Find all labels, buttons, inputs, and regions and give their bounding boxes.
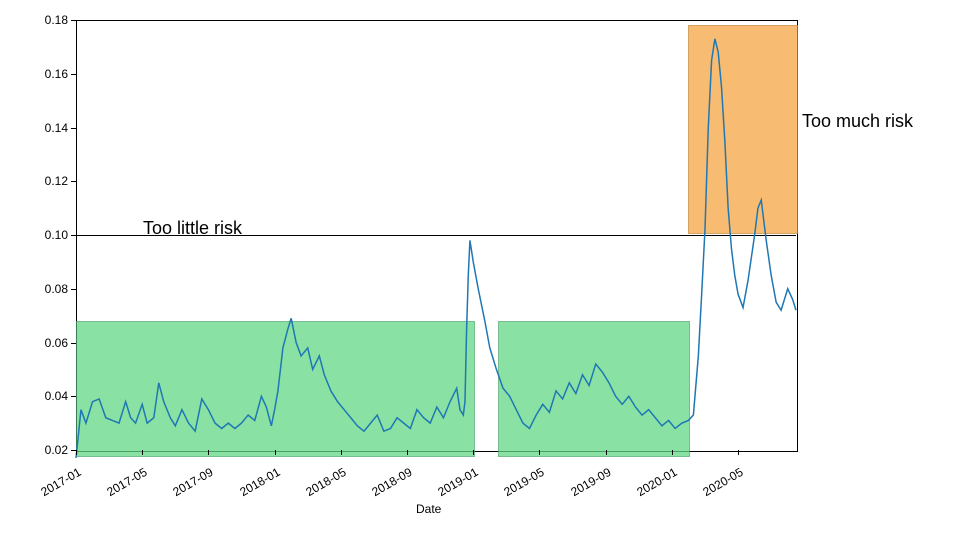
y-tick-label: 0.02 [0, 443, 68, 457]
y-tick-mark [71, 343, 76, 344]
risk-line [76, 39, 796, 458]
x-tick-mark [606, 450, 607, 455]
x-tick-mark [473, 450, 474, 455]
too-much-risk-label: Too much risk [802, 111, 913, 132]
x-tick-mark [76, 450, 77, 455]
x-tick-mark [142, 450, 143, 455]
x-tick-mark [407, 450, 408, 455]
x-axis-label: Date [416, 502, 441, 516]
y-tick-label: 0.18 [0, 13, 68, 27]
y-tick-mark [71, 289, 76, 290]
y-tick-mark [71, 235, 76, 236]
x-tick-mark [208, 450, 209, 455]
y-tick-label: 0.10 [0, 228, 68, 242]
y-tick-mark [71, 74, 76, 75]
y-tick-label: 0.04 [0, 389, 68, 403]
y-tick-mark [71, 396, 76, 397]
x-tick-mark [672, 450, 673, 455]
y-tick-label: 0.16 [0, 67, 68, 81]
too-little-risk-label: Too little risk [143, 218, 242, 239]
x-tick-mark [341, 450, 342, 455]
y-tick-label: 0.12 [0, 174, 68, 188]
y-tick-mark [71, 181, 76, 182]
y-tick-label: 0.14 [0, 121, 68, 135]
y-tick-label: 0.06 [0, 336, 68, 350]
x-tick-mark [275, 450, 276, 455]
line-series-layer [0, 0, 958, 538]
y-tick-mark [71, 128, 76, 129]
y-tick-mark [71, 20, 76, 21]
y-tick-label: 0.08 [0, 282, 68, 296]
risk-timeseries-chart: 0.020.040.060.080.100.120.140.160.18 201… [0, 0, 958, 538]
x-tick-mark [738, 450, 739, 455]
x-tick-mark [539, 450, 540, 455]
